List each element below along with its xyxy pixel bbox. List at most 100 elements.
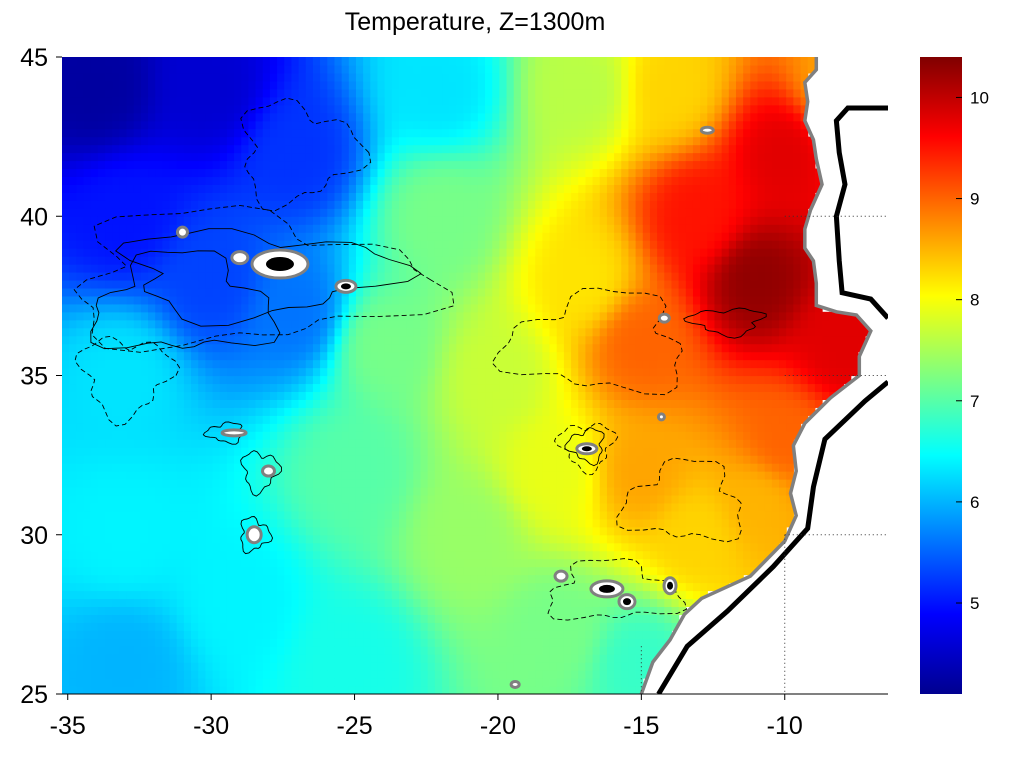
heat-cell: [97, 120, 106, 130]
heat-cell: [456, 216, 465, 225]
heat-cell: [198, 192, 206, 201]
heat-cell: [269, 646, 278, 655]
heat-cell: [406, 463, 414, 472]
heat-cell: [183, 88, 192, 98]
heat-cell: [69, 279, 77, 289]
heat-cell: [90, 168, 99, 178]
heat-cell: [241, 502, 250, 512]
heat-cell: [291, 542, 300, 552]
heat-cell: [255, 295, 264, 305]
heat-cell: [399, 216, 407, 225]
heat-cell: [140, 622, 149, 631]
heat-cell: [255, 335, 264, 345]
heat-cell: [384, 670, 393, 679]
heat-cell: [248, 72, 257, 82]
heat-cell: [155, 486, 163, 496]
heat-cell: [470, 622, 479, 631]
heat-cell: [176, 96, 185, 106]
heat-cell: [262, 160, 271, 170]
heat-cell: [492, 606, 500, 615]
heat-cell: [327, 367, 336, 377]
heat-cell: [212, 646, 221, 655]
heat-cell: [470, 57, 479, 66]
heat-cell: [234, 486, 242, 496]
heat-cell: [434, 168, 443, 178]
heat-cell: [219, 160, 228, 170]
heat-cell: [69, 646, 77, 655]
heat-cell: [105, 359, 113, 369]
heat-cell: [198, 295, 206, 305]
heat-cell: [384, 327, 393, 337]
heat-cell: [269, 526, 278, 536]
heat-cell: [119, 327, 128, 337]
heat-cell: [370, 638, 379, 647]
heat-cell: [191, 144, 199, 154]
heat-cell: [470, 399, 479, 408]
heat-cell: [105, 670, 113, 679]
heat-cell: [198, 494, 206, 504]
heat-cell: [126, 216, 135, 225]
heat-cell: [234, 606, 242, 615]
heat-cell: [155, 264, 163, 273]
heat-cell: [133, 136, 142, 146]
heat-cell: [499, 439, 508, 448]
heat-cell: [305, 471, 314, 480]
heat-cell: [305, 72, 314, 82]
heat-cell: [291, 343, 300, 353]
heat-cell: [312, 598, 321, 608]
heat-cell: [391, 526, 400, 536]
heat-cell: [463, 208, 472, 217]
heat-cell: [255, 128, 264, 138]
heat-cell: [312, 152, 321, 162]
heat-cell: [363, 614, 371, 623]
heat-cell: [155, 359, 163, 369]
heat-cell: [434, 264, 443, 273]
heat-cell: [155, 407, 163, 416]
heat-cell: [140, 224, 149, 233]
heat-cell: [492, 343, 500, 353]
heat-cell: [384, 335, 393, 345]
heat-cell: [155, 590, 163, 600]
heat-cell: [140, 104, 149, 114]
heat-cell: [456, 200, 465, 209]
heat-cell: [434, 335, 443, 345]
heat-cell: [205, 144, 214, 154]
heat-cell: [334, 670, 343, 679]
heat-cell: [241, 534, 250, 544]
heat-cell: [492, 383, 500, 393]
heat-cell: [205, 327, 214, 337]
heat-cell: [391, 208, 400, 217]
heat-cell: [434, 216, 443, 225]
heat-cell: [470, 686, 479, 694]
heat-cell: [370, 192, 379, 201]
heat-cell: [406, 311, 414, 321]
heat-cell: [234, 240, 242, 249]
heat-cell: [234, 518, 242, 528]
heat-cell: [377, 646, 386, 655]
heat-cell: [126, 359, 135, 369]
heat-cell: [119, 479, 128, 488]
heat-cell: [62, 686, 70, 694]
heat-cell: [370, 646, 379, 655]
heat-cell: [198, 359, 206, 369]
heat-cell: [327, 574, 336, 584]
heat-cell: [219, 184, 228, 193]
heat-cell: [341, 510, 350, 520]
heat-cell: [83, 248, 92, 257]
heat-cell: [477, 208, 486, 217]
heat-cell: [312, 542, 321, 552]
heat-cell: [255, 367, 264, 377]
heat-cell: [277, 463, 285, 472]
heat-cell: [298, 271, 307, 281]
heat-cell: [248, 471, 257, 480]
heat-cell: [169, 686, 178, 694]
heat-cell: [327, 303, 336, 313]
heat-cell: [148, 184, 156, 193]
heat-cell: [291, 502, 300, 512]
heat-cell: [406, 574, 414, 584]
heat-cell: [269, 686, 278, 694]
heat-cell: [255, 287, 264, 297]
heat-cell: [305, 271, 314, 281]
heat-cell: [341, 558, 350, 568]
heat-cell: [234, 455, 242, 464]
